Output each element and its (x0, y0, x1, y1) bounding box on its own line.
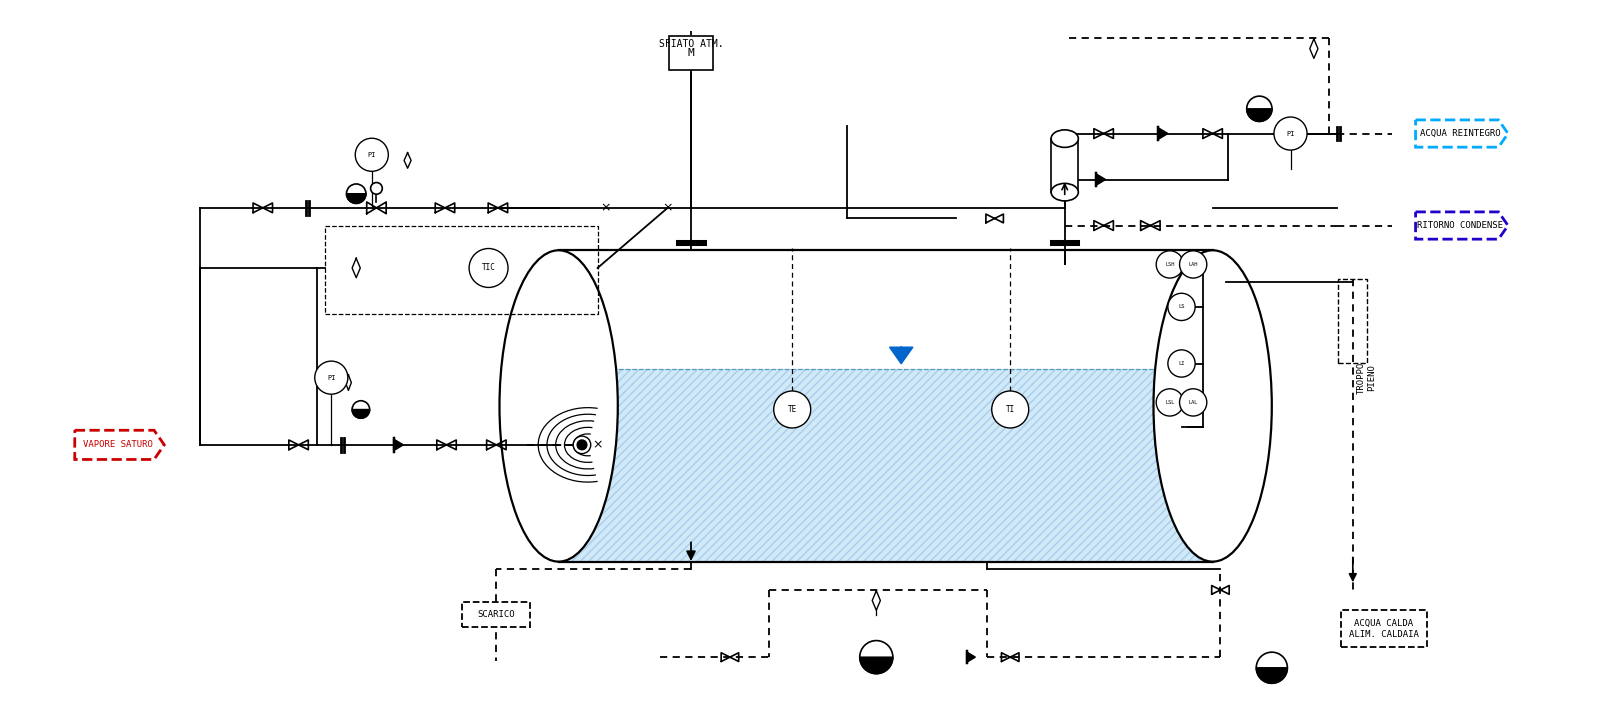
Polygon shape (1096, 174, 1106, 185)
Circle shape (355, 138, 389, 172)
Polygon shape (1158, 128, 1168, 140)
Bar (558, 369, 1213, 562)
Circle shape (774, 391, 811, 428)
Polygon shape (890, 348, 914, 364)
Circle shape (1256, 652, 1288, 683)
Circle shape (1157, 389, 1184, 416)
Text: LAH: LAH (1189, 262, 1198, 267)
Text: VAPORE SATURO: VAPORE SATURO (83, 441, 152, 449)
Circle shape (1274, 117, 1307, 150)
Text: ×: × (600, 201, 611, 214)
Polygon shape (859, 657, 893, 674)
Text: ×: × (662, 201, 674, 214)
Circle shape (347, 184, 366, 204)
Ellipse shape (1154, 250, 1272, 562)
Text: LSL: LSL (1165, 400, 1174, 405)
Circle shape (1179, 389, 1206, 416)
Text: LS: LS (1178, 305, 1184, 310)
Circle shape (859, 640, 893, 674)
Polygon shape (352, 409, 370, 418)
Text: ACQUA REINTEGRO: ACQUA REINTEGRO (1419, 129, 1501, 138)
Text: M: M (688, 48, 694, 58)
Bar (1338, 278, 1368, 364)
Text: TI: TI (1005, 405, 1014, 414)
Text: LI: LI (1178, 361, 1184, 366)
Polygon shape (347, 193, 366, 204)
Polygon shape (75, 430, 165, 459)
Text: SFIATO ATM.: SFIATO ATM. (659, 39, 723, 49)
Bar (1051, 139, 1078, 192)
Text: TE: TE (787, 405, 797, 414)
Polygon shape (1416, 212, 1509, 239)
Text: LSH: LSH (1165, 262, 1174, 267)
Ellipse shape (499, 250, 618, 562)
Text: SCARICO: SCARICO (477, 610, 515, 619)
Ellipse shape (1051, 130, 1078, 148)
Text: TIC: TIC (482, 263, 496, 273)
Text: PI: PI (326, 374, 336, 381)
Polygon shape (1416, 120, 1509, 147)
Text: LAL: LAL (1189, 400, 1198, 405)
Ellipse shape (1051, 183, 1078, 201)
Text: ×: × (592, 438, 603, 451)
Polygon shape (966, 652, 976, 662)
Bar (558, 250, 1213, 562)
Circle shape (469, 249, 509, 287)
Text: RITORNO CONDENSE: RITORNO CONDENSE (1418, 221, 1502, 230)
Bar (669, 36, 714, 70)
Circle shape (1168, 293, 1195, 321)
Circle shape (315, 361, 347, 394)
Polygon shape (1246, 109, 1272, 121)
Circle shape (371, 182, 382, 194)
Circle shape (352, 401, 370, 418)
Text: ACQUA CALDA
ALIM. CALDAIA: ACQUA CALDA ALIM. CALDAIA (1349, 619, 1419, 638)
Text: PI: PI (368, 152, 376, 158)
Circle shape (992, 391, 1029, 428)
Polygon shape (1256, 667, 1288, 683)
Polygon shape (394, 439, 403, 451)
Circle shape (1246, 96, 1272, 121)
Circle shape (1157, 251, 1184, 278)
Bar (558, 369, 1213, 562)
Circle shape (578, 440, 587, 450)
Circle shape (1179, 251, 1206, 278)
Bar (325, 225, 597, 314)
FancyBboxPatch shape (1341, 611, 1427, 647)
Ellipse shape (499, 250, 618, 562)
Circle shape (1168, 350, 1195, 377)
Ellipse shape (1154, 250, 1272, 562)
Text: PI: PI (1286, 131, 1294, 137)
FancyBboxPatch shape (462, 602, 531, 627)
Text: TROPPO
PIENO: TROPPO PIENO (1357, 361, 1376, 394)
Circle shape (573, 436, 590, 454)
